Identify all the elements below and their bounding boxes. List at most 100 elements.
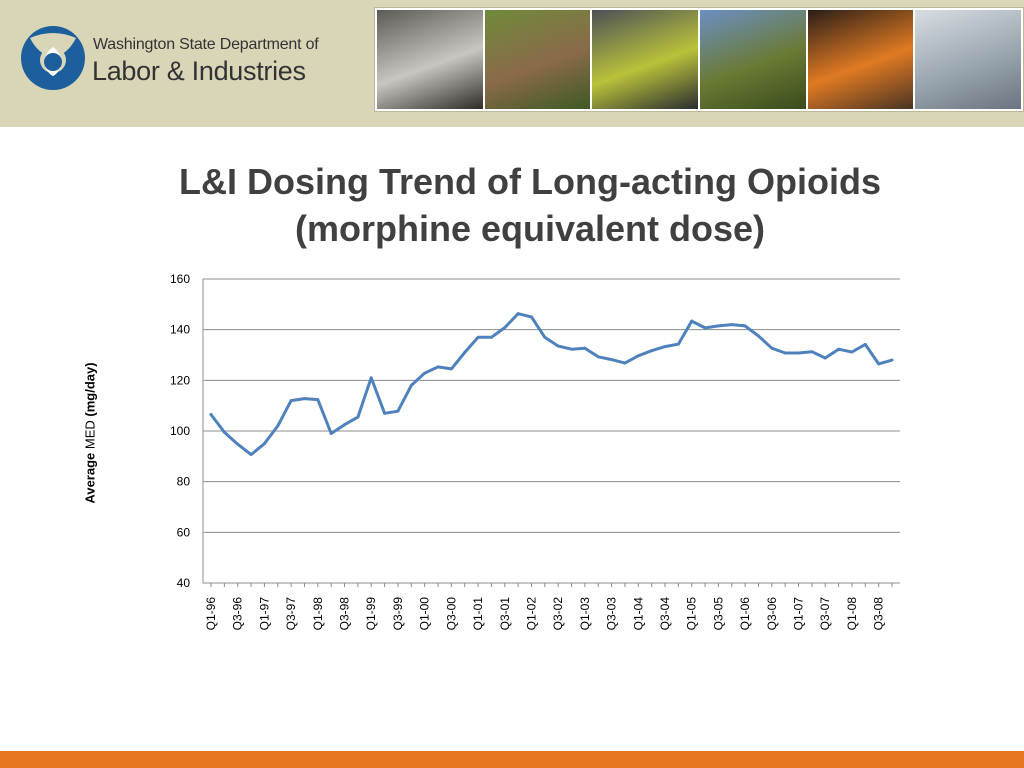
data-point bbox=[690, 319, 694, 323]
x-tick-label: Q3-99 bbox=[391, 597, 405, 631]
y-tick-label: 60 bbox=[177, 525, 191, 539]
data-point bbox=[449, 367, 453, 371]
x-tick-label: Q3-97 bbox=[284, 597, 298, 631]
x-tick-label: Q3-96 bbox=[231, 597, 245, 631]
photo-strip bbox=[374, 7, 1024, 112]
data-point bbox=[263, 442, 266, 446]
data-point bbox=[650, 349, 654, 353]
x-tick-label: Q3-01 bbox=[498, 597, 512, 631]
y-axis-label-part1: Average bbox=[82, 449, 98, 504]
data-point bbox=[596, 355, 600, 359]
data-point bbox=[570, 347, 573, 351]
slide-title-line1: L&I Dosing Trend of Long-acting Opioids bbox=[179, 161, 881, 202]
photo-fruit-picker bbox=[484, 10, 591, 109]
data-point bbox=[209, 413, 213, 416]
series-line-average-med bbox=[209, 312, 894, 457]
data-point bbox=[236, 442, 240, 446]
logo-name-line: Labor & Industries bbox=[92, 56, 306, 86]
data-point bbox=[396, 409, 400, 413]
y-axis-label-part3: (mg/day) bbox=[82, 362, 98, 421]
photo-foundry-worker bbox=[807, 10, 914, 109]
data-point bbox=[783, 351, 787, 355]
y-tick-label: 160 bbox=[170, 272, 190, 286]
data-point bbox=[823, 356, 827, 360]
data-point bbox=[303, 397, 306, 400]
data-point bbox=[556, 344, 560, 348]
data-point bbox=[409, 384, 413, 387]
data-point bbox=[863, 342, 867, 346]
data-point bbox=[717, 324, 720, 328]
slide-title: L&I Dosing Trend of Long-acting Opioids … bbox=[90, 158, 970, 252]
y-axis-label-part2: MED bbox=[82, 420, 98, 450]
lni-logo-mark bbox=[21, 26, 85, 90]
data-point bbox=[329, 432, 333, 435]
data-point bbox=[490, 335, 493, 339]
data-point bbox=[503, 326, 507, 330]
footer-accent-bar bbox=[0, 751, 1024, 768]
data-point bbox=[890, 358, 894, 362]
data-point bbox=[463, 351, 467, 354]
x-tick-label: Q1-02 bbox=[524, 597, 538, 631]
x-tick-label: Q1-05 bbox=[685, 597, 699, 631]
x-tick-label: Q1-97 bbox=[257, 597, 271, 631]
x-tick-label: Q1-00 bbox=[418, 597, 432, 631]
data-point bbox=[356, 415, 360, 419]
x-tick-label: Q3-04 bbox=[658, 597, 672, 631]
x-tick-label: Q3-05 bbox=[711, 597, 725, 631]
data-point bbox=[530, 315, 533, 319]
data-point bbox=[316, 398, 320, 401]
data-point bbox=[610, 358, 613, 361]
data-point bbox=[343, 423, 346, 427]
y-tick-label: 100 bbox=[170, 424, 190, 438]
data-point bbox=[757, 334, 760, 338]
x-tick-label: Q3-03 bbox=[605, 597, 619, 631]
data-point bbox=[730, 323, 734, 326]
x-tick-label: Q3-07 bbox=[818, 597, 832, 631]
x-tick-label: Q1-06 bbox=[738, 597, 752, 631]
data-point bbox=[850, 350, 854, 354]
data-point bbox=[222, 430, 226, 434]
y-tick-label: 140 bbox=[170, 323, 190, 337]
data-point bbox=[276, 424, 280, 428]
x-tick-label: Q1-01 bbox=[471, 597, 485, 631]
x-tick-label: Q3-08 bbox=[872, 597, 886, 631]
lni-logo[interactable]: Washington State Department of Labor & I… bbox=[18, 24, 323, 92]
x-tick-label: Q1-96 bbox=[204, 597, 218, 631]
data-point bbox=[810, 350, 814, 354]
photo-lab-worker bbox=[915, 10, 1022, 109]
x-tick-label: Q1-08 bbox=[845, 597, 859, 631]
x-tick-label: Q3-02 bbox=[551, 597, 565, 631]
data-point bbox=[663, 345, 667, 349]
line-chart: 40 60 80 100 120 140 160 Q1-96 Q3-96 Q1-97 Q3-97 Q1… bbox=[170, 272, 900, 631]
data-point bbox=[676, 342, 680, 346]
x-tick-label: Q3-00 bbox=[444, 597, 458, 631]
x-tick-label: Q1-04 bbox=[631, 597, 645, 631]
data-point bbox=[797, 351, 800, 355]
header-band: Washington State Department of Labor & I… bbox=[0, 0, 1024, 127]
x-tick-label: Q1-03 bbox=[578, 597, 592, 631]
data-point bbox=[743, 324, 747, 328]
data-point bbox=[636, 354, 640, 358]
logo-agency-line: Washington State Department of bbox=[93, 36, 319, 53]
data-point bbox=[423, 371, 427, 375]
y-tick-label: 80 bbox=[177, 475, 191, 489]
data-point bbox=[837, 347, 840, 351]
data-point bbox=[289, 399, 293, 402]
x-tick-label: Q3-06 bbox=[765, 597, 779, 631]
data-point bbox=[383, 411, 386, 415]
photo-worker-respirator bbox=[377, 10, 483, 109]
data-point bbox=[583, 346, 587, 350]
data-point bbox=[543, 335, 547, 339]
y-tick-label: 40 bbox=[177, 576, 191, 590]
data-point bbox=[703, 326, 707, 330]
y-axis-label: Average MED (mg/day) bbox=[83, 362, 98, 503]
photo-construction-worker bbox=[592, 10, 699, 109]
x-tick-label: Q1-99 bbox=[364, 597, 378, 631]
data-point bbox=[516, 312, 520, 316]
data-point bbox=[436, 365, 440, 369]
data-point bbox=[476, 335, 480, 339]
x-tick-label: Q3-98 bbox=[338, 597, 352, 631]
data-point bbox=[249, 453, 253, 456]
slide-title-line2: (morphine equivalent dose) bbox=[294, 208, 766, 249]
x-tick-label: Q1-98 bbox=[311, 597, 325, 631]
